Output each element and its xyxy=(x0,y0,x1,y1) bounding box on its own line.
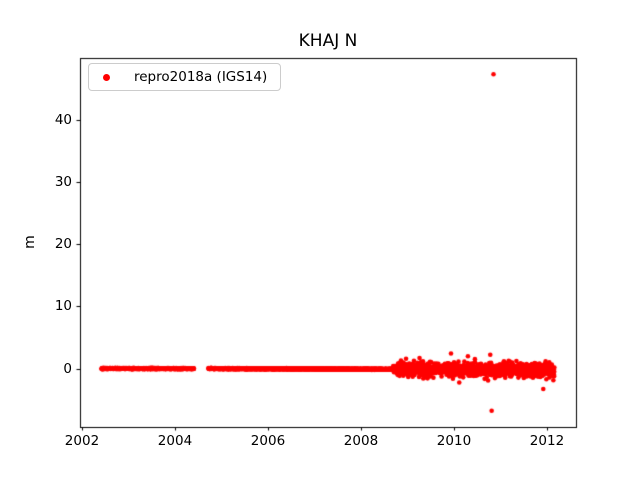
x-tick-label: 2002 xyxy=(64,433,100,449)
y-axis-label: m xyxy=(22,235,38,249)
x-tick-label: 2006 xyxy=(250,433,286,449)
y-tick-label: 40 xyxy=(54,111,72,128)
x-tick-label: 2010 xyxy=(436,433,472,449)
y-tick-label: 20 xyxy=(54,236,72,253)
y-tick-label: 30 xyxy=(54,173,72,190)
x-tick-label: 2004 xyxy=(157,433,193,449)
legend-marker-dot-icon xyxy=(103,73,110,81)
y-tick-label: 10 xyxy=(54,298,72,315)
legend-series-label: repro2018a (IGS14) xyxy=(134,69,268,85)
y-tick-label: 0 xyxy=(63,360,72,377)
x-tick-label: 2008 xyxy=(343,433,379,449)
x-tick-label: 2012 xyxy=(529,433,565,449)
legend: repro2018a (IGS14) xyxy=(88,63,281,91)
chart-title: KHAJ N xyxy=(298,31,358,51)
